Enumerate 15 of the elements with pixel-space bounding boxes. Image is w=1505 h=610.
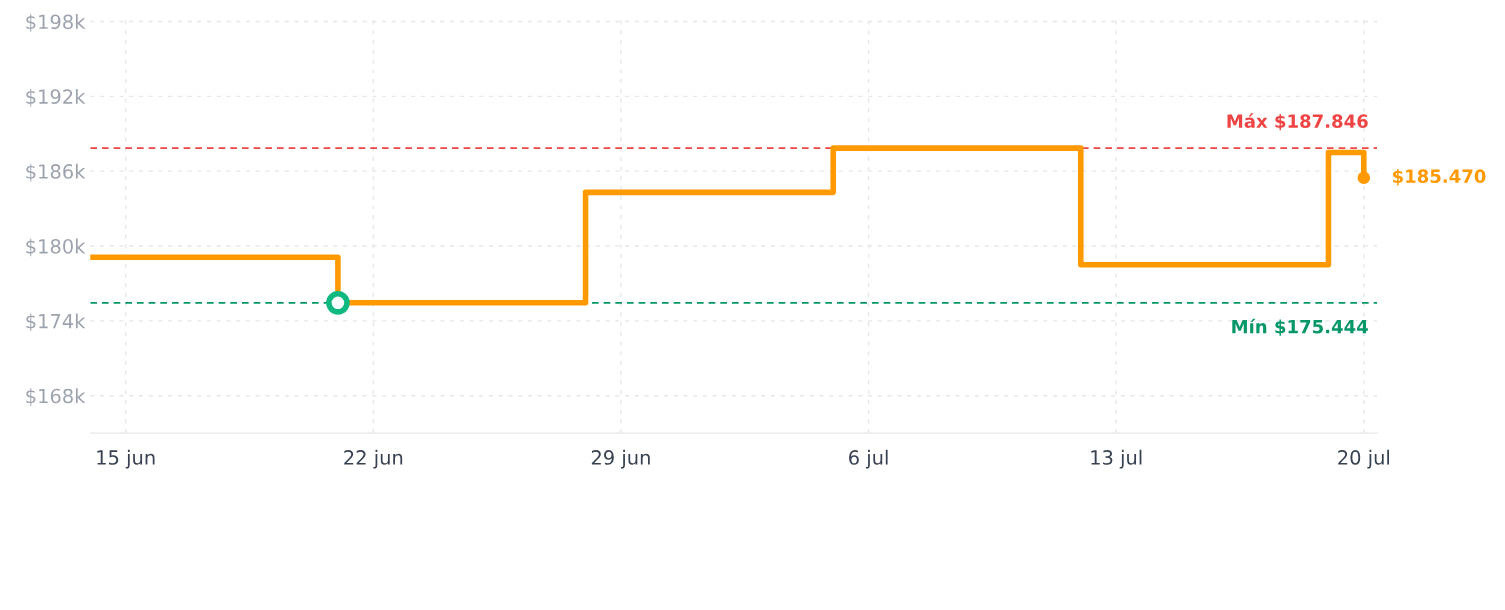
y-tick-label: $192k [26,88,86,107]
x-tick-label: 13 jul [1091,449,1142,469]
y-tick-label: $174k [26,313,86,332]
data-label: $185.470 [1393,169,1486,186]
x-tick-label: 29 jun [591,449,650,469]
ref-line-label: Mín $175.444 [1232,318,1368,336]
x-tick-label: 20 jul [1338,449,1390,469]
x-tick-label: 22 jun [344,449,403,469]
y-tick-label: $168k [26,388,86,406]
y-tick-label: $198k [26,14,86,32]
ref-line-label: Máx $187.846 [1227,113,1368,131]
x-tick-label: 15 jun [97,449,155,469]
y-tick-label: $186k [26,163,86,182]
x-tick-label: 6 jul [849,449,888,469]
y-tick-label: $180k [26,238,86,257]
